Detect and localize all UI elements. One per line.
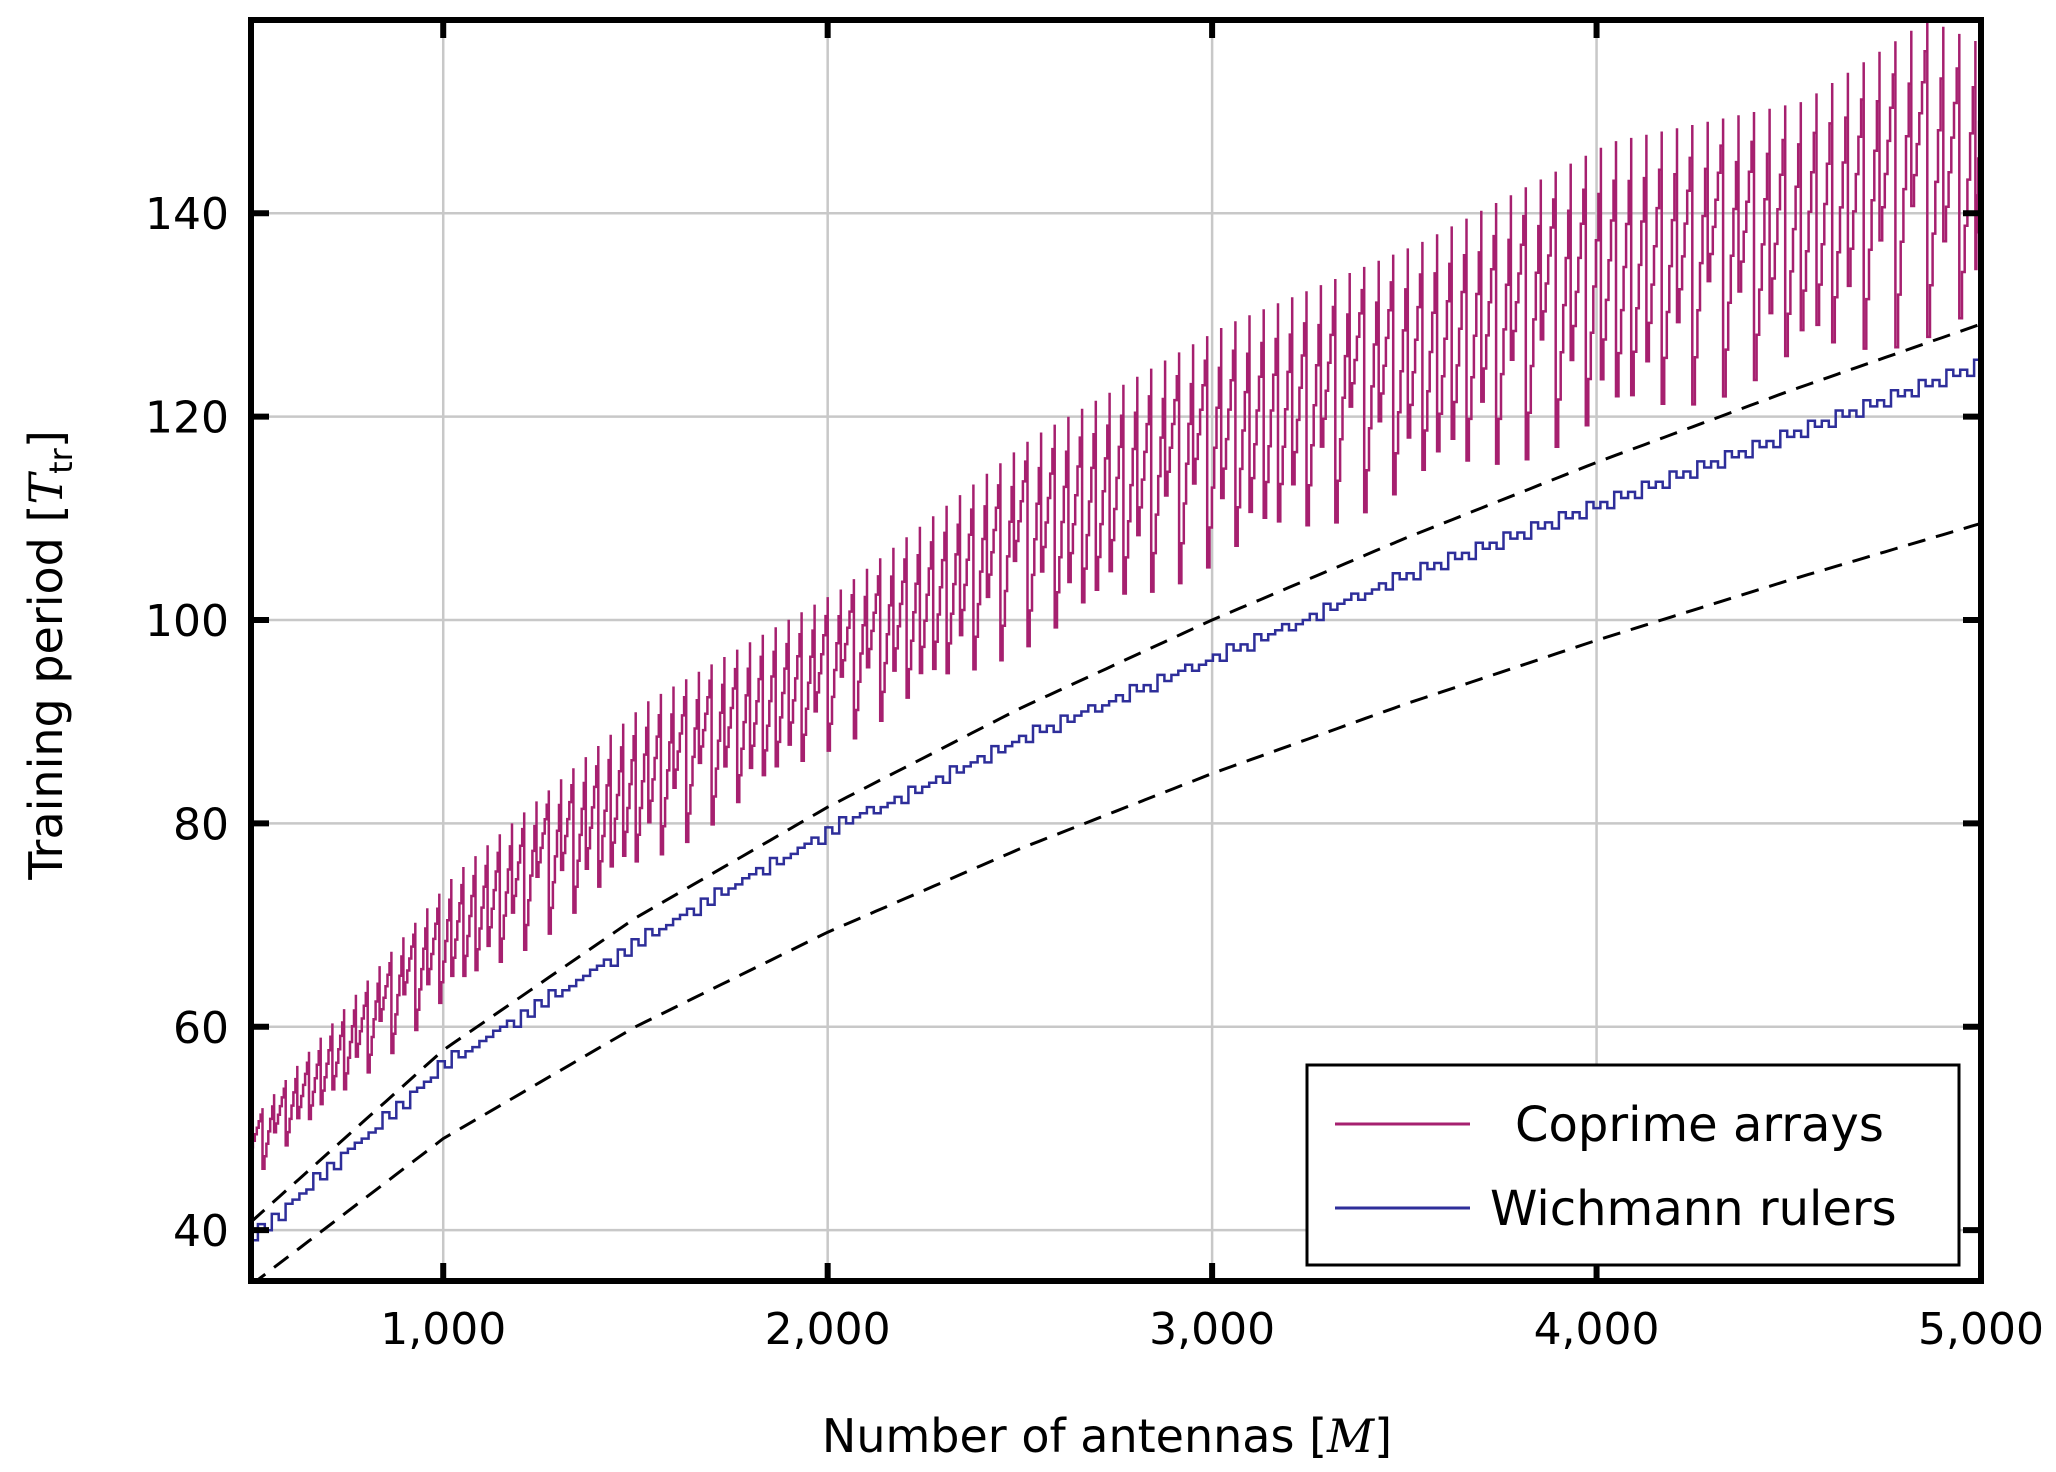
- y-tick-label: 60: [173, 1003, 229, 1054]
- plot-frame: [248, 17, 1984, 1284]
- y-tick-label: 100: [145, 596, 229, 647]
- x-tick-label: 5,000: [1918, 1304, 2044, 1355]
- legend-label-coprime: Coprime arrays: [1515, 1097, 1884, 1153]
- x-tick-label: 1,000: [380, 1304, 506, 1355]
- y-tick-label: 40: [173, 1206, 229, 1257]
- coprime-arrays-line: [251, 20, 1981, 1170]
- x-tick-label: 3,000: [1149, 1304, 1275, 1355]
- y-axis-label: Training period [Ttr]: [19, 430, 80, 881]
- series-layer: [251, 20, 1981, 1281]
- axis-labels: Number of antennas [M] Training period […: [19, 430, 1392, 1463]
- dashed-bound-line: [253, 521, 1981, 1281]
- legend-box: [1305, 1063, 1961, 1267]
- legend-label-wichmann: Wichmann rulers: [1490, 1181, 1897, 1237]
- wichmann-rulers-line: [251, 358, 1981, 1242]
- x-tick-label: 2,000: [765, 1304, 891, 1355]
- dashed-bound-line: [251, 322, 1981, 1224]
- y-tick-label: 80: [173, 799, 229, 850]
- plot-area: [251, 20, 1981, 1281]
- x-axis-label: Number of antennas [M]: [822, 1409, 1392, 1463]
- axes-frame: [248, 17, 1984, 1284]
- y-tick-label: 120: [145, 393, 229, 444]
- x-tick-label: 4,000: [1534, 1304, 1660, 1355]
- ticks: 1,000 2,000 3,000 4,000 5,000 40 60 80 100 120 140: [145, 20, 2044, 1355]
- legend: Coprime arrays Wichmann rulers: [1305, 1063, 1961, 1267]
- y-tick-label: 140: [145, 189, 229, 240]
